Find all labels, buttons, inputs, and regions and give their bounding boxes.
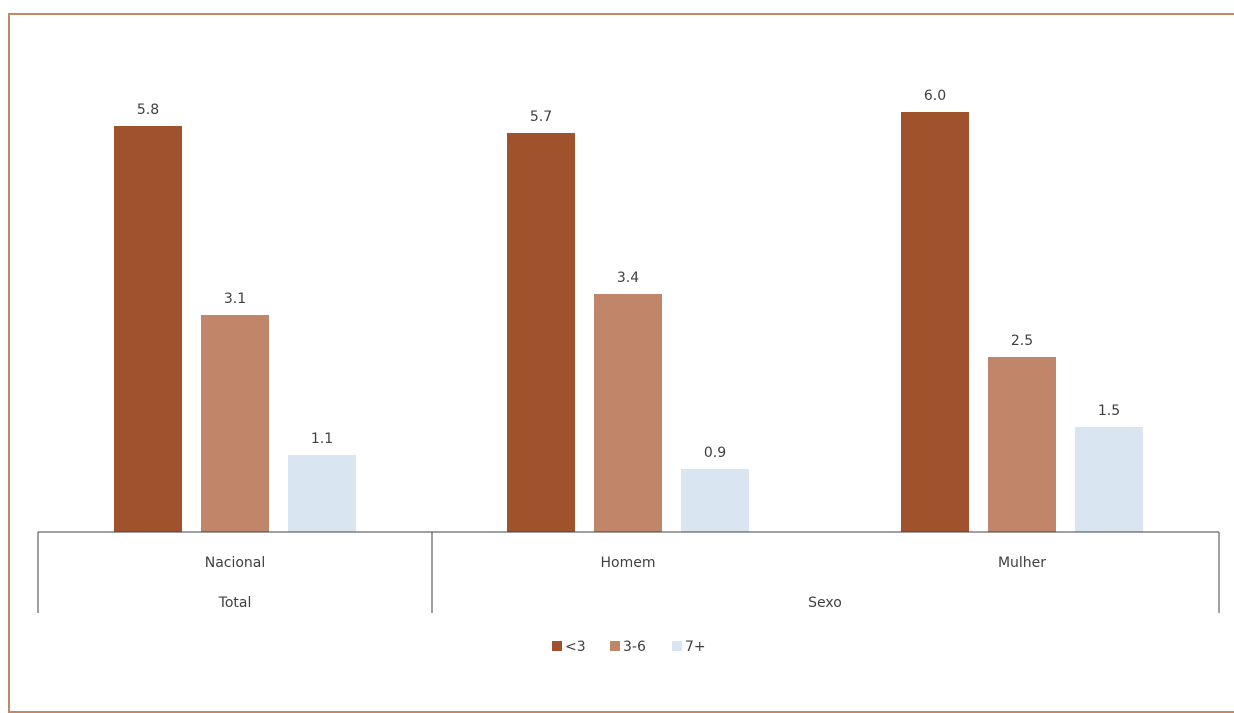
bar-nacional-s2 bbox=[288, 455, 356, 532]
legend-label: 3-6 bbox=[623, 639, 646, 655]
legend-swatch bbox=[552, 641, 562, 651]
data-label: 3.4 bbox=[617, 270, 639, 286]
legend-label: <3 bbox=[565, 639, 586, 655]
bar-homem-s0 bbox=[507, 133, 575, 532]
data-label: 0.9 bbox=[704, 445, 726, 461]
legend-label: 7+ bbox=[685, 639, 706, 655]
bar-nacional-s1 bbox=[201, 315, 269, 532]
bar-mulher-s0 bbox=[901, 112, 969, 532]
bar-chart: 5.8 5.7 6.0 3.1 3.4 2.5 1.1 0.9 1.5 Nacional Homem… bbox=[37, 88, 1220, 655]
data-label: 1.1 bbox=[311, 431, 333, 447]
group-label: Sexo bbox=[808, 595, 842, 611]
legend-swatch bbox=[672, 641, 682, 651]
bar-homem-s2 bbox=[681, 469, 749, 532]
data-label: 5.8 bbox=[137, 102, 159, 118]
data-label: 2.5 bbox=[1011, 333, 1033, 349]
category-label: Nacional bbox=[205, 555, 266, 571]
data-label: 1.5 bbox=[1098, 403, 1120, 419]
data-label: 3.1 bbox=[224, 291, 246, 307]
legend-swatch bbox=[610, 641, 620, 651]
data-label: 6.0 bbox=[924, 88, 946, 104]
bar-nacional-s0 bbox=[114, 126, 182, 532]
group-label: Total bbox=[218, 595, 252, 611]
bar-mulher-s2 bbox=[1075, 427, 1143, 532]
bar-mulher-s1 bbox=[988, 357, 1056, 532]
category-label: Mulher bbox=[998, 555, 1046, 571]
data-label: 5.7 bbox=[530, 109, 552, 125]
category-label: Homem bbox=[601, 555, 656, 571]
bar-homem-s1 bbox=[594, 294, 662, 532]
